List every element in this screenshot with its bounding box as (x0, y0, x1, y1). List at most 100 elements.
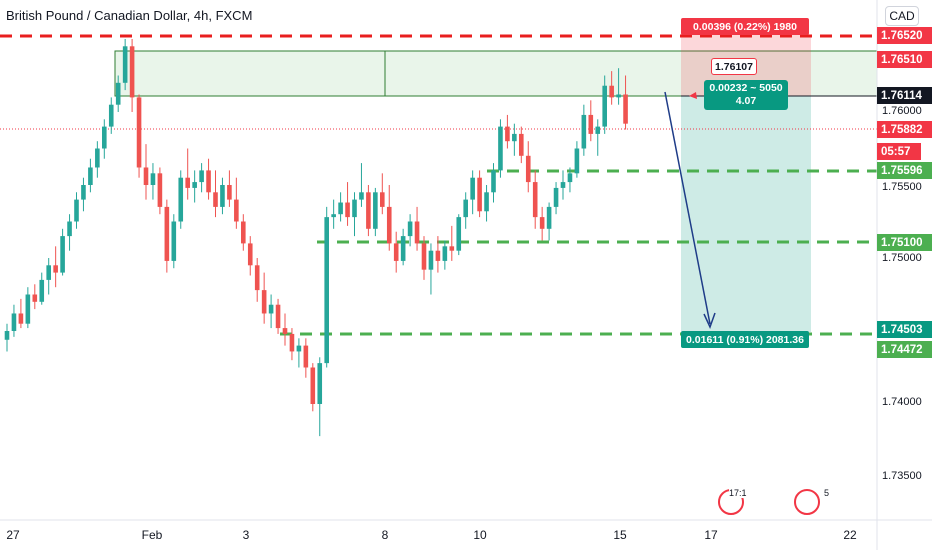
candle-body (122, 46, 128, 83)
candle-body (136, 97, 142, 168)
candle-body (157, 173, 163, 207)
candle-body (129, 46, 135, 98)
candle-body (623, 94, 628, 124)
price-tag-stop-level: 1.76520 (877, 27, 932, 44)
candle-body (407, 221, 413, 237)
candle-body (143, 167, 149, 185)
candle-body (414, 221, 420, 244)
price-tag-last-price: 1.75882 (877, 121, 932, 138)
candle-body (428, 250, 434, 270)
price-tag-resistance: 1.76510 (877, 51, 932, 68)
candle-body (491, 170, 496, 193)
entry-price-label[interactable]: 1.76107 (711, 58, 757, 75)
event-badge-label: 5 (824, 488, 830, 498)
candle-body (609, 85, 614, 98)
candle-body (574, 148, 580, 174)
candle-body (581, 114, 587, 149)
candle-body (199, 170, 204, 183)
candle-body (463, 199, 468, 218)
candle-body (456, 217, 462, 251)
candle-body (171, 221, 177, 261)
candle-body (227, 185, 232, 200)
candle-body (234, 199, 239, 222)
candle-body (324, 217, 329, 364)
candle-body (331, 214, 336, 218)
candle-body (560, 182, 566, 188)
position-info-box[interactable]: 0.00232 ~ 5050 4.07 (704, 80, 788, 110)
event-badge-icon[interactable]: 5 (794, 488, 829, 515)
candle-body (532, 182, 538, 218)
candle-body (32, 294, 38, 302)
candle-body (213, 192, 218, 207)
entry-marker-icon (689, 92, 697, 99)
candle-body (338, 202, 343, 215)
candle-body (393, 243, 399, 261)
candle-body (512, 133, 517, 142)
candle-body (380, 192, 385, 207)
price-tag-support-3: 1.74472 (877, 341, 932, 358)
candle-body (67, 221, 72, 237)
x-tick: 27 (6, 528, 20, 542)
candle-body (296, 345, 302, 352)
x-tick: 3 (242, 528, 250, 542)
event-badge-icon[interactable]: 17:1 (718, 488, 747, 515)
candle-body (498, 126, 503, 171)
stop-info-label[interactable]: 0.00396 (0.22%) 1980 (681, 18, 809, 35)
candle-body (553, 187, 559, 207)
candle-body (164, 206, 170, 261)
y-tick: 1.73500 (882, 470, 922, 482)
candle-body (11, 313, 17, 331)
candle-body (261, 290, 267, 314)
x-tick: 15 (613, 528, 627, 542)
candle-countdown: 05:57 (877, 143, 921, 160)
candle-body (477, 177, 482, 212)
price-tag-support-2: 1.75100 (877, 234, 932, 251)
candle-body (546, 206, 552, 229)
candle-body (588, 114, 594, 134)
x-tick: 8 (381, 528, 389, 542)
candle-body (449, 246, 455, 251)
price-tag-entry: 1.76114 (877, 87, 932, 104)
candle-body (525, 155, 531, 183)
y-tick: 1.74000 (882, 396, 922, 408)
candle-body (95, 148, 100, 168)
candle-body (373, 192, 378, 229)
event-badge-label: 17:1 (729, 488, 747, 498)
candle-body (352, 199, 357, 218)
currency-button[interactable]: CAD (885, 6, 919, 26)
price-tag-target: 1.74503 (877, 321, 932, 338)
projection-arrow-head (703, 312, 716, 329)
candle-body (595, 126, 601, 134)
candle-body (53, 265, 58, 273)
x-tick: Feb (141, 528, 163, 542)
candle-body (539, 217, 545, 229)
x-tick: 17 (704, 528, 718, 542)
candle-body (484, 192, 489, 212)
candle-body (88, 167, 93, 185)
projection-arrow-line (664, 91, 711, 325)
candle-body (345, 202, 350, 218)
candle-body (60, 236, 65, 273)
candle-body (268, 304, 274, 314)
candle-body (470, 177, 475, 200)
candle-body (254, 265, 260, 291)
candle-body (310, 367, 316, 404)
candle-body (435, 250, 441, 261)
symbol-title: British Pound / Canadian Dollar, 4h, FXC… (6, 8, 253, 23)
target-info-label[interactable]: 0.01611 (0.91%) 2081.36 (681, 331, 809, 348)
candle-body (282, 328, 288, 334)
candle-body (421, 243, 427, 270)
candle-body (567, 173, 573, 183)
candle-body (115, 82, 121, 105)
position-ratio-line: 4.07 (735, 95, 757, 107)
candle-body (74, 199, 79, 222)
candle-body (102, 126, 107, 149)
y-tick: 1.76000 (882, 105, 922, 117)
candle-body (185, 177, 190, 188)
candle-body (359, 192, 364, 200)
candle-body (442, 246, 448, 261)
y-tick: 1.75000 (882, 252, 922, 264)
candle-body (46, 265, 51, 280)
